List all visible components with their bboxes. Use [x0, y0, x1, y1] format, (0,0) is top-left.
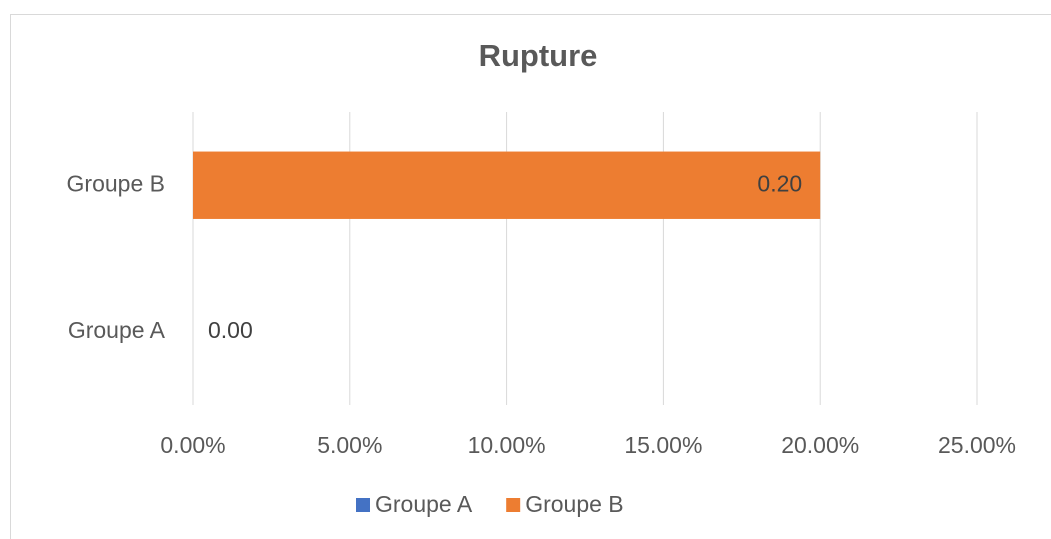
x-tick-label: 5.00% [317, 432, 382, 458]
x-tick-label: 25.00% [938, 432, 1016, 458]
legend-label: Groupe B [525, 491, 623, 517]
legend-label: Groupe A [375, 491, 473, 517]
x-tick-label: 20.00% [781, 432, 859, 458]
y-tick-label: Groupe A [68, 317, 166, 343]
data-label: 0.20 [757, 170, 802, 196]
legend-swatch [356, 498, 370, 512]
chart-title: Rupture [479, 38, 598, 73]
x-tick-label: 10.00% [468, 432, 546, 458]
bar [193, 151, 821, 219]
x-tick-label: 15.00% [624, 432, 702, 458]
chart-border [10, 14, 1051, 539]
data-label: 0.00 [208, 317, 253, 343]
legend-swatch [506, 498, 521, 512]
x-tick-label: 0.00% [160, 432, 225, 458]
y-tick-label: Groupe B [67, 170, 165, 196]
